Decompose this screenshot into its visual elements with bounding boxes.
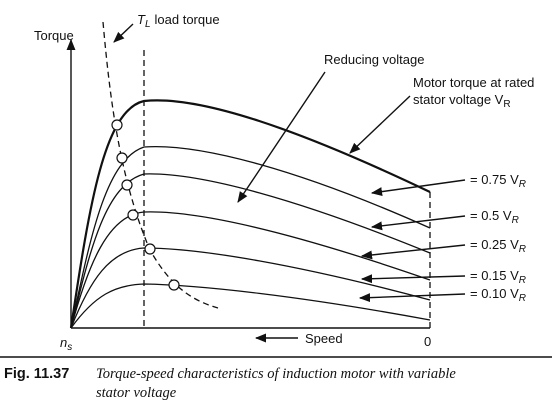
label-0.75: = 0.75 VR — [470, 172, 526, 190]
rated-label-line2: stator voltage VR — [413, 92, 511, 110]
speed-label: Speed — [305, 331, 343, 346]
x-end-label: 0 — [424, 334, 431, 349]
rated-arrow — [349, 95, 411, 154]
curve-0.5 — [70, 173, 431, 329]
operating-point — [127, 209, 139, 221]
curve-0.15 — [70, 247, 431, 329]
arrow-0.5 — [370, 215, 466, 231]
arrow-0.15 — [360, 274, 466, 284]
operating-point — [111, 119, 123, 131]
y-axis-label: Torque — [34, 28, 74, 43]
reducing-voltage-arrow — [237, 71, 326, 203]
torque-curves — [69, 99, 431, 329]
operating-point — [116, 152, 128, 164]
operating-point — [144, 243, 156, 255]
curve-rated — [69, 99, 431, 329]
figure-number: Fig. 11.37 — [4, 366, 69, 382]
load-torque-label: TL load torque — [137, 12, 220, 30]
curve-0.10 — [70, 283, 431, 329]
caption-line1: Torque-speed characteristics of inductio… — [96, 366, 456, 382]
load-torque-pointer — [113, 23, 134, 43]
arrow-0.10 — [358, 293, 466, 303]
label-0.10: = 0.10 VR — [470, 286, 526, 304]
arrow-0.25 — [360, 244, 466, 260]
origin-label: ns — [60, 335, 72, 353]
caption-line2: stator voltage — [96, 385, 177, 401]
voltage-labels: = 0.75 VR = 0.5 VR = 0.25 VR = 0.15 VR =… — [358, 172, 526, 304]
label-0.5: = 0.5 VR — [470, 208, 519, 226]
operating-points — [111, 119, 180, 291]
load-torque-curve — [102, 21, 219, 309]
label-0.25: = 0.25 VR — [470, 237, 526, 255]
operating-point — [121, 179, 133, 191]
curve-0.25 — [70, 211, 431, 329]
curve-0.75 — [70, 145, 431, 329]
arrow-0.75 — [370, 179, 466, 197]
reducing-voltage-label: Reducing voltage — [324, 52, 424, 67]
label-0.15: = 0.15 VR — [470, 268, 526, 286]
operating-point — [168, 279, 180, 291]
rated-label-line1: Motor torque at rated — [413, 75, 534, 90]
